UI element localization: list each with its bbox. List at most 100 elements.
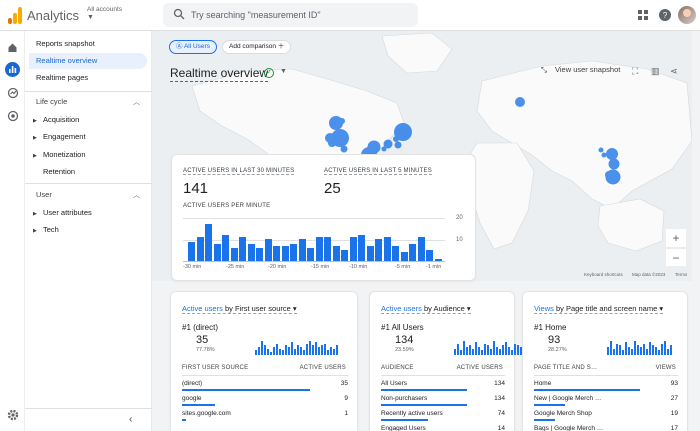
admin-gear-icon[interactable] (5, 407, 20, 422)
sparkline-bar (312, 345, 314, 355)
sidebar-item-realtime-pages[interactable]: Realtime pages (36, 73, 89, 82)
minute-bar[interactable] (434, 259, 442, 261)
minute-bar[interactable] (196, 237, 204, 261)
minute-bar[interactable] (375, 239, 382, 261)
table-row-value: 74 (497, 410, 505, 417)
lifecycle-section-label[interactable]: Life cycle (36, 97, 68, 106)
zoom-in-button[interactable]: + (666, 229, 686, 247)
check-circle-icon[interactable]: ✓ (264, 68, 274, 78)
minute-bar[interactable] (230, 248, 238, 261)
all-users-chip[interactable]: Ⓐ All Users (169, 40, 217, 54)
minute-bar[interactable] (426, 250, 433, 261)
table-row-label[interactable]: Recently active users (381, 410, 443, 417)
row-bar (381, 404, 467, 406)
minute-bar[interactable] (205, 224, 212, 261)
table-row-label[interactable]: sites.google.com (182, 410, 231, 417)
app-title: Analytics (27, 8, 80, 23)
table-row-label[interactable]: Google Merch Shop (534, 410, 592, 417)
minute-bar[interactable] (358, 235, 365, 261)
search-input[interactable] (191, 7, 411, 23)
sparkline-bar (511, 350, 513, 355)
compare-columns-icon[interactable]: ▥ (651, 66, 660, 76)
sparkline-bar (306, 343, 308, 355)
fullscreen-icon[interactable]: ⛶ (632, 66, 639, 76)
help-icon[interactable]: ? (658, 8, 672, 22)
sparkline-bars (454, 339, 526, 355)
minute-bar[interactable] (332, 246, 340, 261)
table-row-label[interactable]: Bags | Google Merch … (534, 425, 604, 431)
minute-bar[interactable] (383, 237, 391, 261)
minute-bar[interactable] (392, 246, 399, 261)
minute-bar[interactable] (222, 235, 229, 261)
minute-bar[interactable] (247, 244, 255, 261)
table-row-label[interactable]: All Users (381, 380, 408, 387)
column-header: VIEWS (655, 365, 676, 371)
collapse-chevron-icon[interactable]: ‹ (129, 414, 133, 425)
chevron-up-icon[interactable]: ︿ (133, 99, 140, 106)
sparkline-bar (478, 347, 480, 355)
zoom-out-button[interactable]: − (666, 248, 686, 266)
minute-bar[interactable] (264, 239, 272, 261)
sidebar-item-acquisition[interactable]: ▶ Acquisition (33, 115, 80, 124)
minute-bar[interactable] (298, 239, 306, 261)
advertising-icon[interactable] (5, 108, 20, 123)
chevron-up-icon[interactable]: ︿ (133, 192, 140, 199)
table-row-value: 14 (497, 425, 505, 431)
keyboard-shortcuts-link[interactable]: Keyboard shortcuts (584, 272, 623, 277)
minute-bar[interactable] (213, 244, 221, 261)
account-selector[interactable]: All accounts ▼ (87, 6, 122, 21)
avatar[interactable] (678, 6, 696, 24)
sparkline-bar (258, 347, 260, 355)
search-bar[interactable] (163, 3, 418, 27)
sidebar-item-realtime-overview[interactable]: Realtime overview (29, 53, 147, 69)
sidebar-item-reports-snapshot[interactable]: Reports snapshot (36, 39, 95, 48)
sidebar-item-tech[interactable]: ▶ Tech (33, 225, 59, 234)
sidebar-item-user-attributes[interactable]: ▶ User attributes (33, 208, 92, 217)
x-tick: -15 min (311, 264, 330, 270)
card-title[interactable]: Views by Page title and screen name ▾ (534, 304, 664, 314)
sparkline-bar (288, 347, 290, 355)
apps-grid-icon[interactable] (636, 8, 650, 22)
minute-bar[interactable] (256, 248, 263, 261)
table-row-label[interactable]: Non-purchasers (381, 395, 428, 402)
explore-icon[interactable] (5, 85, 20, 100)
add-comparison-button[interactable]: Add comparison ＋ (222, 40, 292, 54)
minute-bar[interactable] (273, 246, 280, 261)
table-row-label[interactable]: Engaged Users (381, 425, 426, 431)
table-row-label[interactable]: Home (534, 380, 552, 387)
table-row-label[interactable]: New | Google Merch … (534, 395, 602, 402)
minute-bar[interactable] (324, 237, 331, 261)
sparkline-bar (517, 345, 519, 355)
reports-icon[interactable] (5, 62, 20, 77)
home-icon[interactable] (5, 40, 20, 55)
minute-bar[interactable] (290, 244, 297, 261)
card-title[interactable]: Active users by First user source ▾ (182, 304, 297, 314)
share-icon[interactable]: ⋖ (670, 66, 678, 76)
per-minute-bars[interactable] (188, 218, 443, 261)
minute-bar[interactable] (281, 246, 289, 261)
minute-bar[interactable] (400, 252, 408, 261)
sparkline-bar (646, 348, 648, 355)
minute-bar[interactable] (341, 250, 348, 261)
minute-bar[interactable] (349, 237, 357, 261)
user-section-label[interactable]: User (36, 190, 52, 199)
terms-link[interactable]: Terms (675, 272, 688, 277)
minute-bar[interactable] (239, 237, 246, 261)
table-row-value: 1 (344, 410, 348, 417)
sidebar-item-engagement[interactable]: ▶ Engagement (33, 132, 86, 141)
minute-bar[interactable] (417, 237, 425, 261)
chevron-down-icon[interactable]: ▼ (280, 68, 287, 75)
minute-bar[interactable] (315, 237, 323, 261)
analytics-logo[interactable] (8, 6, 22, 24)
sidebar-item-retention[interactable]: Retention (43, 167, 76, 176)
sparkline-bar (493, 340, 495, 355)
card-title[interactable]: Active users by Audience ▾ (381, 304, 471, 314)
view-user-snapshot-button[interactable]: ⤡ View user snapshot (541, 65, 621, 74)
minute-bar[interactable] (409, 244, 416, 261)
sidebar-item-monetization[interactable]: ▶ Monetization (33, 150, 86, 159)
minute-bar[interactable] (366, 246, 374, 261)
minute-bar[interactable] (188, 242, 195, 261)
table-row-label[interactable]: (direct) (182, 380, 203, 387)
minute-bar[interactable] (307, 248, 314, 261)
table-row-label[interactable]: google (182, 395, 202, 402)
